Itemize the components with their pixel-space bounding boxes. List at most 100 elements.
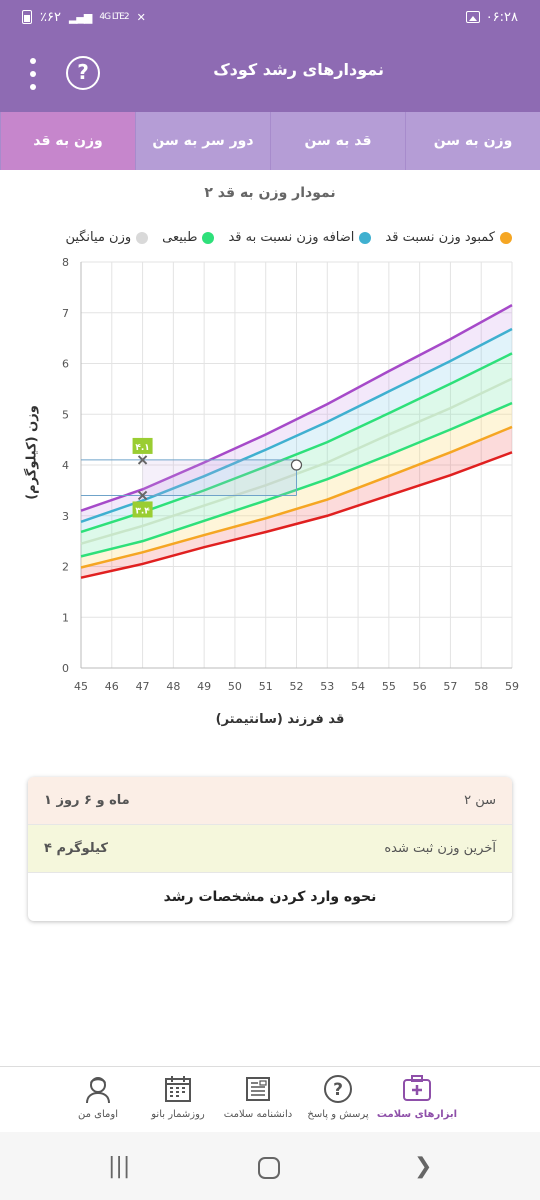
app-header: ? نمودارهای رشد کودک [0, 34, 540, 112]
x-tick-label: 50 [228, 680, 242, 693]
band-fill [81, 328, 512, 532]
bottom-nav: ابزارهای سلامت ? پرسش و پاسخ دانشنامه سل… [0, 1066, 540, 1132]
y-tick-label: 6 [62, 358, 69, 371]
page-title: نمودارهای رشد کودک [213, 60, 384, 79]
x-axis-label: قد فرزند (سانتیمتر) [215, 712, 345, 727]
x-tick-label: 49 [197, 680, 211, 693]
battery-icon [22, 10, 32, 24]
y-tick-label: 5 [62, 408, 69, 421]
legend-item-overweight: اضافه وزن نسبت به قد [228, 230, 372, 245]
legend-item-normal: طبیعی [162, 230, 215, 245]
x-tick-label: 48 [166, 680, 180, 693]
legend-dot [136, 231, 149, 244]
y-tick-label: 8 [62, 256, 69, 269]
measured-point [290, 459, 303, 471]
encyclopedia-icon [246, 1077, 270, 1101]
chart-legend: کمبود وزن نسبت قد اضافه وزن نسبت به قد ط… [65, 230, 512, 245]
growth-entry-help-link[interactable]: نحوه وارد کردن مشخصات رشد [163, 889, 377, 905]
network-type: 4G LTE2 [99, 12, 129, 22]
nav-label: دانشنامه سلامت [223, 1109, 293, 1120]
growth-chart[interactable]: 45 46 47 48 49 50 51 52 53 54 55 56 57 58 59012345678۴… [0, 248, 540, 698]
legend-label: وزن میانگین [65, 230, 132, 245]
x-tick-label: 47 [136, 680, 150, 693]
question-icon: ? [324, 1075, 352, 1103]
weight-value: ۴ کیلوگرم [44, 841, 108, 856]
mute-icon: ✕ [136, 10, 146, 24]
series-line [80, 352, 513, 534]
tab-weight-for-age[interactable]: وزن به سن [405, 112, 540, 170]
x-tick-label: 56 [413, 680, 427, 693]
x-tick-label: 45 [74, 680, 88, 693]
series-line [80, 451, 513, 579]
image-notification-icon [465, 11, 480, 23]
nav-health-tools[interactable]: ابزارهای سلامت [372, 1073, 462, 1120]
legend-dot [202, 231, 215, 244]
x-tick-label: 58 [474, 680, 488, 693]
chart-tabs: وزن به سن قد به سن دور سر به سن وزن به ق… [0, 112, 540, 170]
legend-label: طبیعی [162, 230, 198, 245]
x-tick-label: 59 [505, 680, 519, 693]
svg-text:?: ? [333, 1080, 343, 1100]
profile-icon [86, 1077, 110, 1104]
legend-item-underweight: کمبود وزن نسبت قد [385, 230, 512, 245]
tab-height-for-age[interactable]: قد به سن [270, 112, 405, 170]
overflow-menu-icon[interactable] [30, 58, 36, 92]
x-tick-label: 52 [290, 680, 304, 693]
reference-marker [137, 455, 148, 465]
y-tick-label: 2 [62, 561, 69, 574]
marker-label: ۴.۱ [135, 443, 149, 453]
y-tick-label: 1 [62, 611, 69, 624]
recent-apps-button[interactable]: ||| [108, 1154, 131, 1179]
weight-label: آخرین وزن ثبت شده [384, 841, 496, 856]
x-tick-label: 51 [259, 680, 273, 693]
nav-qa[interactable]: ? پرسش و پاسخ [293, 1073, 383, 1120]
x-tick-label: 57 [443, 680, 457, 693]
status-bar: ٪۶۲ ▂▄▆ 4G LTE2 ✕ ۰۶:۲۸ [0, 0, 540, 34]
nav-profile[interactable]: اومای من [53, 1073, 143, 1120]
battery-level: ٪۶۲ [40, 9, 61, 25]
series-line [80, 304, 513, 512]
legend-item-average: وزن میانگین [65, 230, 149, 245]
nav-label: اومای من [78, 1109, 118, 1120]
series-line [80, 425, 513, 569]
series-line [80, 327, 513, 524]
nav-calendar[interactable]: روزشمار بانو [133, 1073, 223, 1120]
age-label: سن ۲ [464, 793, 496, 808]
y-tick-label: 4 [62, 459, 69, 472]
clock: ۰۶:۲۸ [485, 9, 518, 25]
y-tick-label: 0 [62, 662, 69, 675]
age-row: ۱ ماه و ۶ روز سن ۲ [28, 777, 512, 825]
legend-dot [359, 231, 372, 244]
x-tick-label: 54 [351, 680, 365, 693]
legend-label: کمبود وزن نسبت قد [385, 230, 495, 245]
nav-encyclopedia[interactable]: دانشنامه سلامت [213, 1073, 303, 1120]
x-tick-label: 46 [105, 680, 119, 693]
marker-label: ۳.۴ [135, 506, 150, 516]
tab-weight-for-height[interactable]: وزن به قد [0, 112, 135, 170]
x-tick-label: 55 [382, 680, 396, 693]
chart-title: نمودار وزن به قد ۲ [204, 185, 336, 201]
marker-label-box [132, 501, 153, 518]
age-value: ۱ ماه و ۶ روز [44, 793, 130, 808]
weight-row: ۴ کیلوگرم آخرین وزن ثبت شده [28, 825, 512, 873]
band-fill [81, 305, 512, 522]
nav-label: ابزارهای سلامت [376, 1109, 458, 1120]
x-tick-label: 53 [320, 680, 334, 693]
info-card: ۱ ماه و ۶ روز سن ۲ ۴ کیلوگرم آخرین وزن ث… [28, 777, 512, 921]
legend-label: اضافه وزن نسبت به قد [228, 230, 355, 245]
nav-label: پرسش و پاسخ [307, 1109, 369, 1120]
marker-label-box [132, 437, 153, 454]
health-kit-icon [403, 1075, 431, 1101]
reference-marker [137, 490, 148, 501]
system-nav-bar: ||| ❯ [0, 1132, 540, 1200]
help-button[interactable]: ? [66, 56, 100, 90]
calendar-icon [165, 1076, 191, 1102]
legend-dot [500, 231, 512, 244]
y-tick-label: 7 [62, 307, 69, 320]
tab-head-for-age[interactable]: دور سر به سن [135, 112, 270, 170]
back-button[interactable]: ❯ [414, 1154, 433, 1179]
y-tick-label: 3 [62, 510, 69, 523]
home-button[interactable] [258, 1157, 280, 1179]
signal-icon: ▂▄▆ [68, 10, 92, 24]
selection-band [142, 459, 297, 496]
